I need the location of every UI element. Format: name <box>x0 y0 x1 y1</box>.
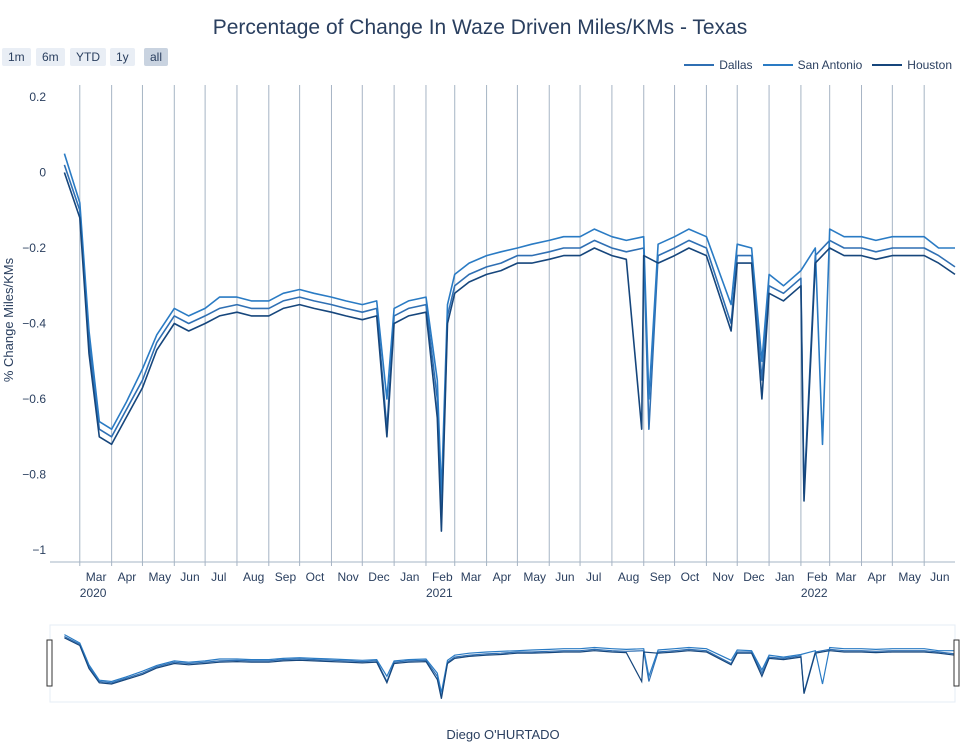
y-tick-label: −0.8 <box>22 468 46 482</box>
x-tick-label: Apr <box>868 570 887 584</box>
x-tick-label: Apr <box>118 570 137 584</box>
x-tick-label: Oct <box>306 570 325 584</box>
x-tick-label: Oct <box>681 570 700 584</box>
x-tick-label: Mar <box>836 570 857 584</box>
x-tick-year-label: 2020 <box>80 586 107 600</box>
x-tick-label: Apr <box>493 570 512 584</box>
x-tick-label: Nov <box>712 570 733 584</box>
x-tick-label: Jun <box>930 570 949 584</box>
x-tick-label: Jun <box>555 570 574 584</box>
x-tick-label: May <box>148 570 171 584</box>
series-line-houston[interactable] <box>64 173 955 532</box>
y-tick-label: −1 <box>32 543 46 557</box>
y-axis-title: % Change Miles/KMs <box>1 257 16 382</box>
x-tick-label: May <box>898 570 921 584</box>
x-tick-label: Jun <box>180 570 199 584</box>
x-tick-label: May <box>523 570 546 584</box>
x-tick-label: Jul <box>211 570 226 584</box>
y-tick-label: 0.2 <box>29 90 46 104</box>
author-credit: Diego O'HURTADO <box>0 727 960 742</box>
x-tick-year-label: 2022 <box>801 586 828 600</box>
range-slider-left-handle[interactable] <box>47 640 52 686</box>
x-tick-label: Sep <box>275 570 297 584</box>
y-tick-label: −0.4 <box>22 317 46 331</box>
series-line-dallas[interactable] <box>64 165 955 520</box>
x-tick-label: Mar <box>86 570 107 584</box>
x-tick-label: Jan <box>400 570 419 584</box>
x-tick-label: Feb <box>432 570 453 584</box>
y-tick-label: −0.6 <box>22 392 46 406</box>
x-tick-label: Aug <box>243 570 264 584</box>
x-tick-label: Dec <box>743 570 764 584</box>
x-tick-year-label: 2021 <box>426 586 453 600</box>
x-tick-label: Aug <box>618 570 639 584</box>
x-tick-label: Mar <box>461 570 482 584</box>
range-slider-right-handle[interactable] <box>954 640 959 686</box>
x-tick-label: Feb <box>807 570 828 584</box>
series-line-san-antonio[interactable] <box>64 154 955 494</box>
y-tick-label: −0.2 <box>22 241 46 255</box>
x-tick-label: Nov <box>337 570 358 584</box>
y-tick-label: 0 <box>39 166 46 180</box>
x-tick-label: Jan <box>775 570 794 584</box>
x-tick-label: Jul <box>586 570 601 584</box>
x-tick-label: Dec <box>368 570 389 584</box>
x-tick-label: Sep <box>650 570 672 584</box>
